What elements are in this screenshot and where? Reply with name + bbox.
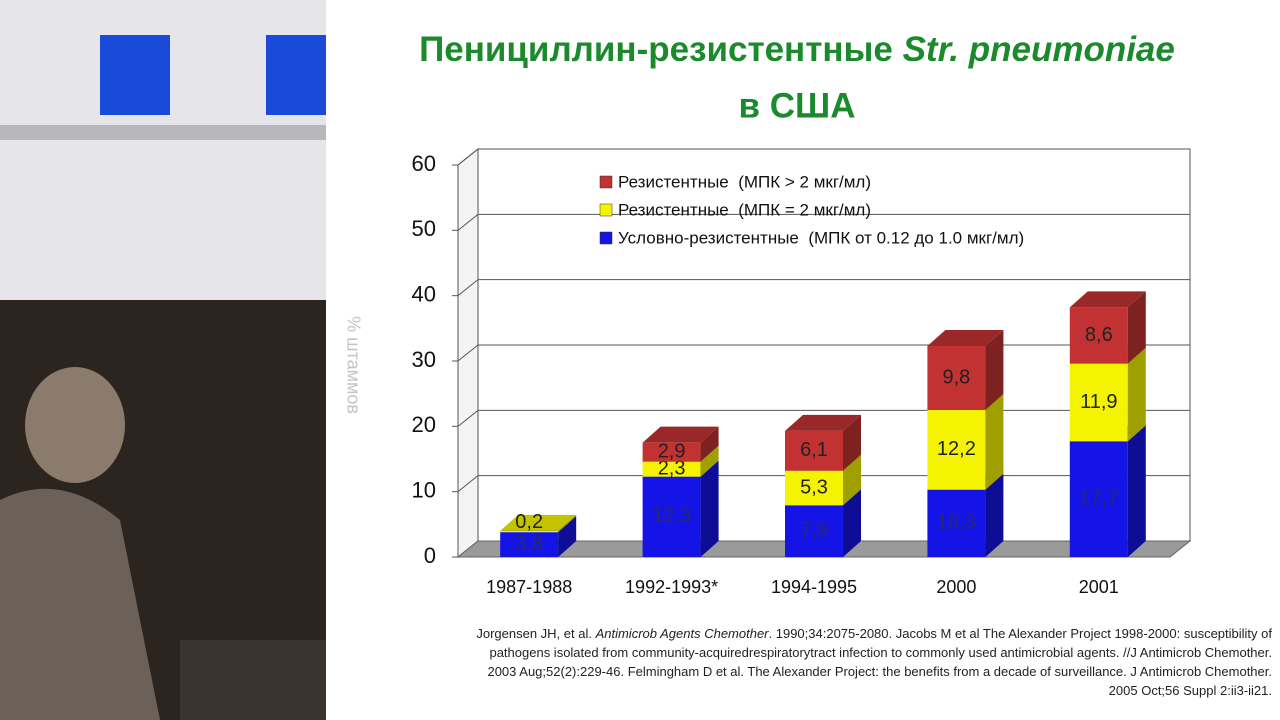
bar-front — [785, 505, 843, 557]
bar-side — [700, 445, 719, 477]
bar-side — [1127, 291, 1146, 364]
x-tick-label: 1992-1993* — [625, 577, 718, 597]
y-tick-label: 0 — [424, 543, 436, 568]
x-tick-label: 1987-1988 — [486, 577, 572, 597]
bar-top — [1069, 291, 1146, 308]
data-label: 8,6 — [1085, 324, 1113, 346]
y-tick-label: 20 — [412, 412, 436, 437]
bar-top — [785, 414, 861, 431]
bar-side — [843, 454, 861, 506]
bar-side — [558, 514, 577, 533]
plot: 0 10 20 30 40 50 60 1987-1988 3,80,2 1992-1993* 12… — [412, 147, 1192, 597]
bar-top — [642, 426, 719, 443]
source-line: 2003 Aug;52(2):229-46. Felmingham D et a… — [487, 664, 1272, 679]
data-label: 7,9 — [800, 519, 828, 541]
bar-side — [985, 473, 1004, 557]
bar-front — [500, 532, 559, 557]
data-label: 5,3 — [800, 476, 828, 498]
y-tick-label: 40 — [412, 281, 436, 306]
legend-swatch — [599, 175, 613, 189]
bar-front — [927, 345, 986, 410]
data-label: 0,2 — [515, 511, 543, 533]
source-part: Jorgensen JH, et al. — [476, 626, 596, 641]
y-tick-label: 30 — [412, 347, 436, 372]
y-tick-label: 60 — [412, 151, 436, 176]
bar-side — [843, 414, 861, 471]
legend-swatch — [599, 203, 613, 217]
source-part: Antimicrob Agents Chemother — [595, 626, 769, 641]
source-line: Jorgensen JH, et al. Antimicrob Agents C… — [352, 624, 1272, 643]
data-label: 6,1 — [800, 439, 828, 461]
slide-title: Пенициллин-резистентные Str. pneumoniae — [419, 30, 1175, 69]
bar-segment — [1069, 291, 1146, 364]
podium — [180, 640, 326, 720]
data-label: 12,2 — [937, 438, 976, 460]
bar-segment — [642, 426, 719, 462]
bar-front — [642, 461, 701, 477]
data-label: 12,3 — [652, 505, 691, 527]
source-part: . 1990;34:2075-2080. Jacobs M et al The … — [768, 626, 1272, 641]
legend-swatch — [599, 231, 613, 245]
y-tick-label: 10 — [412, 477, 436, 502]
bar-front — [785, 470, 843, 506]
bar-side — [558, 516, 577, 557]
grid-line — [457, 148, 1190, 166]
source-line: pathogens isolated from community-acquir… — [489, 645, 1272, 660]
data-label: 10,3 — [937, 512, 976, 534]
x-tick-label: 2001 — [1079, 577, 1119, 597]
source-line: 2005 Oct;56 Suppl 2:ii3-ii21. — [1108, 683, 1272, 698]
legend-label: Резистентные (МПК = 2 мкг/мл) — [618, 200, 871, 219]
bar-segment — [927, 329, 1004, 410]
bar-side — [700, 460, 719, 557]
bar-side — [1127, 347, 1146, 442]
bar-side — [985, 394, 1004, 490]
person-body — [0, 488, 160, 720]
bar-segment — [785, 414, 861, 471]
legend-label: Условно-резистентные (МПК от 0.12 до 1.0… — [618, 228, 1024, 247]
legend-label: Резистентные (МПК > 2 мкг/мл) — [618, 172, 871, 191]
bar-top — [500, 514, 577, 531]
bar-top — [927, 329, 1004, 346]
bar-front — [1069, 307, 1128, 364]
bar-front — [927, 410, 986, 490]
bar-front — [642, 476, 701, 557]
screen-decor — [0, 125, 326, 140]
grid-line — [457, 279, 1190, 297]
y-tick-label: 50 — [412, 216, 436, 241]
bar-front — [642, 442, 701, 462]
bar-front — [1069, 363, 1128, 442]
data-label: 3,8 — [515, 533, 543, 555]
y-axis-label: % штаммов — [343, 316, 363, 414]
x-tick-label: 1994-1995 — [771, 577, 857, 597]
data-label: 2,9 — [658, 440, 686, 462]
bar-segment — [927, 473, 1004, 557]
source-note: Jorgensen JH, et al. Antimicrob Agents C… — [352, 624, 1272, 700]
data-label: 2,3 — [658, 457, 686, 479]
bar-front — [927, 489, 986, 557]
bar-side — [1127, 425, 1146, 557]
bar-front — [785, 430, 843, 471]
grid-line — [457, 213, 1190, 231]
data-label: 11,9 — [1080, 391, 1117, 413]
x-tick-label: 2000 — [936, 577, 976, 597]
slide-title: в США — [739, 86, 856, 125]
data-label: 9,8 — [942, 366, 970, 388]
bar-side — [985, 329, 1004, 410]
bar-segment — [500, 514, 577, 533]
screen-decor — [100, 35, 170, 115]
title-part: Пенициллин-резистентные — [419, 30, 893, 69]
person-head — [25, 367, 125, 483]
bar-side — [700, 426, 719, 462]
bar-front — [1069, 441, 1128, 557]
bar-side — [843, 489, 861, 557]
bar-front — [500, 530, 559, 533]
screen-decor — [266, 35, 326, 115]
data-label: 17,7 — [1079, 487, 1118, 509]
title-part: Str. pneumoniae — [903, 30, 1175, 69]
